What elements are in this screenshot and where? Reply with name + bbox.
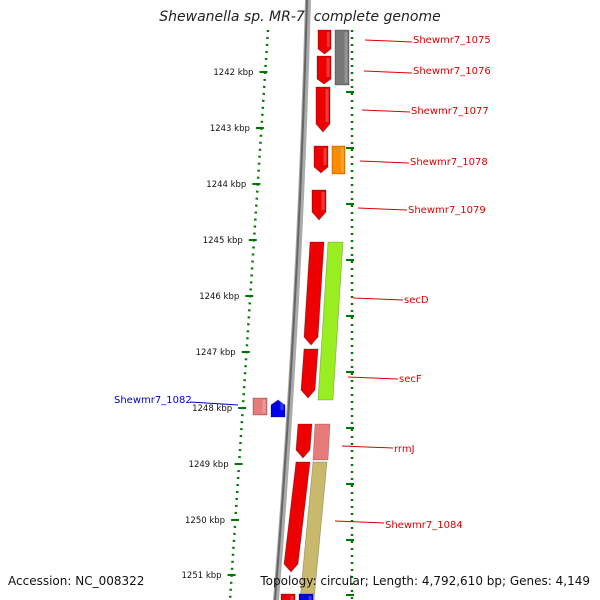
gene-label[interactable]: Shewmr7_1076 [413,66,491,77]
gene-blue-bottom-shape [298,593,314,600]
genome-backbone [273,0,311,600]
gene-shewmr7-1077-shape [315,86,331,133]
gene-label-leader-line [361,109,411,113]
gene-shewmr7-1076-shape [316,55,332,85]
gene-labels: Shewmr7_1075 Shewmr7_1076 Shewmr7_1077 Shew… [114,35,491,531]
gene-pink-reverse-shape [252,397,268,416]
ruler-tick-label: 1244 kbp [206,180,246,190]
gene-shewmr7-1075-shape [317,29,332,55]
gene-next-shape [280,593,296,600]
ruler-tick-label: 1242 kbp [213,68,253,78]
gene-label[interactable]: Shewmr7_1082 [114,395,192,406]
gene-label[interactable]: Shewmr7_1077 [411,106,489,117]
gene-shewmr7-1082-shape [270,399,286,418]
gene-label-leader-line [357,207,408,211]
ruler-dotted-lines [228,29,354,600]
gene-shewmr7-1079-shape [311,189,327,221]
gene-shewmr7-1078-shape [313,145,329,174]
genome-title: Shewanella sp. MR-7, complete genome [159,9,441,25]
gene-label[interactable]: Shewmr7_1084 [385,520,463,531]
ruler-tick-label: 1248 kbp [192,404,232,414]
gene-label[interactable]: Shewmr7_1079 [408,205,486,216]
gene-rrmj-shape [295,423,313,459]
genome-summary-text: Topology: circular; Length: 4,792,610 bp… [260,574,590,588]
gene-label[interactable]: Shewmr7_1075 [413,35,491,46]
gene-secd-shape [303,241,325,346]
ruler-tick-label: 1245 kbp [203,236,243,246]
gene-label-leader-line [189,401,239,406]
gene-label-leader-line [359,160,410,164]
gene-label[interactable]: rrmJ [394,444,415,455]
gene-khaki-outer-shape [299,461,328,600]
gene-secf-shape [300,348,319,399]
gene-label[interactable]: secF [399,374,422,385]
gene-orange-outer-shape [331,145,346,175]
gene-label[interactable]: Shewmr7_1078 [410,157,488,168]
ruler-tick-label: 1243 kbp [210,124,250,134]
gene-features [252,29,350,600]
gene-label-leader-line [347,376,399,380]
ruler-tick-label: 1247 kbp [196,348,236,358]
gene-shewmr7-1084-shape [283,461,311,573]
ruler-ticks: 1242 kbp 1243 kbp 1244 kbp 1245 kbp 1246 kbp… [182,68,354,596]
ruler-tick-label: 1249 kbp [189,460,229,470]
gene-label-leader-line [341,445,394,449]
gene-lightgreen-outer-shape [317,241,344,401]
gene-label-leader-line [334,520,385,524]
ruler-tick-label: 1246 kbp [199,292,239,302]
gene-label-leader-line [352,297,404,301]
gene-label-leader-line [364,39,413,43]
accession-text: Accession: NC_008322 [8,574,145,588]
ruler-tick-label: 1251 kbp [182,571,222,581]
gene-gray-outer-shape [334,29,350,86]
gene-label[interactable]: secD [404,295,429,306]
gene-label-leader-line [363,70,413,74]
gene-pink-outer-shape [312,423,331,461]
ruler-tick-label: 1250 kbp [185,516,225,526]
